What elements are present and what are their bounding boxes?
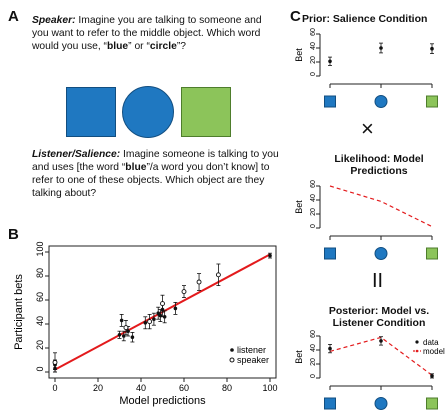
y-tick-label: 40 <box>310 344 317 352</box>
data-point <box>430 46 434 51</box>
y-tick-label: 0 <box>310 224 317 228</box>
speaker-point <box>52 359 58 365</box>
x-tick-label: 80 <box>222 383 232 393</box>
prior-chart: 0 20 40 60 Bet <box>294 28 438 108</box>
data-point <box>379 46 383 50</box>
speaker-point <box>123 325 129 331</box>
listener-point <box>156 311 160 315</box>
data-point <box>328 59 332 64</box>
speaker-text-1: Imagine you are talking to someone and y… <box>32 15 262 52</box>
x-tick-label: 20 <box>93 383 103 393</box>
scatter-chart: 0 20 40 60 80 100 0 20 40 60 80 100 Model prediction… <box>13 241 278 407</box>
legend-marker-model-dot <box>415 349 419 353</box>
listener-point <box>119 318 124 323</box>
listener-point <box>268 253 272 258</box>
y-tick-label: 60 <box>35 292 45 302</box>
speaker-point <box>181 289 187 295</box>
posterior-chart-title: Posterior: Model vs. Listener Condition <box>328 305 430 329</box>
green-square-icon <box>426 247 438 260</box>
green-square-icon <box>426 397 438 410</box>
listener-point <box>126 329 130 333</box>
legend-label-model: model <box>423 347 445 356</box>
likelihood-chart: 0 20 40 60 Bet <box>294 180 438 260</box>
blue-square-shape <box>66 87 116 137</box>
legend-marker-listener <box>230 348 234 352</box>
speaker-point <box>196 279 202 285</box>
blue-circle-icon <box>374 397 388 410</box>
speaker-point <box>160 301 165 307</box>
listener-point <box>162 315 167 319</box>
green-square-icon <box>426 95 438 108</box>
y-tick-label: 60 <box>310 330 317 338</box>
equals-symbol: II <box>372 270 384 292</box>
listener-point <box>152 317 156 321</box>
listener-word-blue: blue <box>125 162 147 173</box>
speaker-text-2: ” or “ <box>128 41 150 52</box>
x-tick-label: 40 <box>136 383 146 393</box>
y-axis-label: Bet <box>294 200 304 214</box>
data-point <box>328 346 332 351</box>
y-tick-label: 20 <box>310 56 317 64</box>
blue-square-icon <box>324 247 336 260</box>
listener-label: Listener/Salience: <box>32 149 121 160</box>
legend-label-listener: listener <box>237 345 266 355</box>
y-tick-label: 20 <box>310 208 317 216</box>
blue-square-icon <box>324 397 336 410</box>
panel-c-letter: C <box>290 8 301 25</box>
y-tick-label: 0 <box>310 374 317 378</box>
listener-text-2: ”/a word you don’t know] to refer to one… <box>32 162 270 199</box>
y-axis-label: Bet <box>294 350 304 364</box>
speaker-text-3: ”? <box>176 41 186 52</box>
data-point <box>379 339 383 343</box>
speaker-label: Speaker: <box>32 15 76 26</box>
y-tick-label: 20 <box>35 340 45 350</box>
y-tick-label: 0 <box>35 366 45 371</box>
data-point <box>430 374 434 378</box>
speaker-point <box>215 272 221 278</box>
legend-label-data: data <box>423 338 439 347</box>
legend-marker-speaker <box>229 357 235 363</box>
speaker-prompt: Speaker: Imagine you are talking to some… <box>32 14 280 53</box>
x-tick-label: 100 <box>262 383 277 393</box>
x-tick-label: 0 <box>52 383 57 393</box>
listener-point <box>143 321 148 325</box>
prior-chart-title: Prior: Salience Condition <box>302 13 428 25</box>
plot-frame <box>48 245 277 379</box>
panel-b-letter: B <box>8 226 19 243</box>
green-square-shape <box>181 87 231 137</box>
legend-label-speaker: speaker <box>237 355 269 365</box>
y-tick-label: 100 <box>35 241 45 256</box>
y-tick-label: 40 <box>310 194 317 202</box>
times-symbol: × <box>361 116 374 141</box>
blue-circle-icon <box>374 95 388 108</box>
legend-marker-data <box>415 340 419 344</box>
listener-point <box>117 333 122 337</box>
listener-point <box>173 306 178 311</box>
listener-prompt: Listener/Salience: Imagine someone is ta… <box>32 148 280 200</box>
blue-square-icon <box>324 95 336 108</box>
speaker-word-circle: circle <box>149 41 177 52</box>
y-tick-label: 20 <box>310 358 317 366</box>
blue-circle-shape <box>122 86 174 138</box>
speaker-word-blue: blue <box>106 41 129 52</box>
y-tick-label: 60 <box>310 180 317 188</box>
y-tick-label: 80 <box>35 268 45 278</box>
y-tick-label: 60 <box>310 28 317 36</box>
y-tick-label: 40 <box>310 42 317 50</box>
likelihood-chart-title: Likelihood: Model Predictions <box>334 153 424 177</box>
y-tick-label: 0 <box>310 72 317 76</box>
y-axis-label: Participant bets <box>13 274 25 350</box>
blue-circle-icon <box>374 247 388 260</box>
listener-text-1: Imagine someone is talking to you and us… <box>32 149 279 173</box>
panel-a-letter: A <box>8 8 19 25</box>
listener-point <box>130 335 135 339</box>
x-axis-label: Model predictions <box>119 395 206 407</box>
x-tick-label: 60 <box>179 383 189 393</box>
y-tick-label: 40 <box>35 316 45 326</box>
model-line <box>329 185 433 228</box>
y-axis-label: Bet <box>294 48 304 62</box>
speaker-point <box>147 319 153 325</box>
